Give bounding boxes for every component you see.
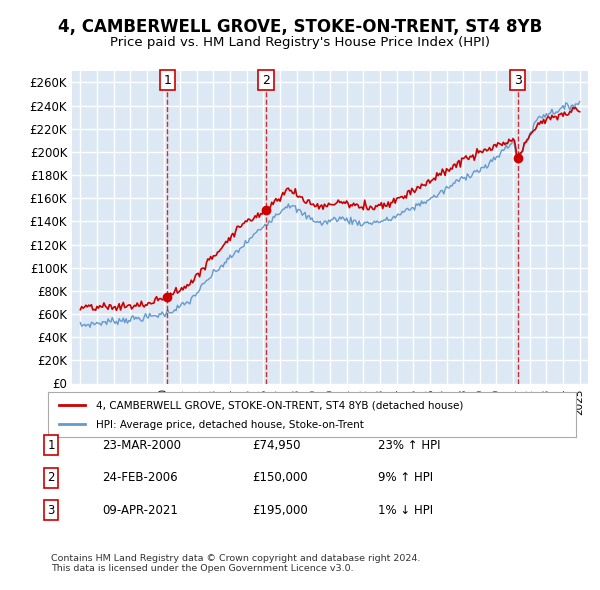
Text: 23-MAR-2000: 23-MAR-2000 bbox=[102, 439, 181, 452]
Text: 4, CAMBERWELL GROVE, STOKE-ON-TRENT, ST4 8YB: 4, CAMBERWELL GROVE, STOKE-ON-TRENT, ST4… bbox=[58, 18, 542, 35]
Text: Contains HM Land Registry data © Crown copyright and database right 2024.
This d: Contains HM Land Registry data © Crown c… bbox=[51, 554, 421, 573]
Text: £195,000: £195,000 bbox=[252, 504, 308, 517]
Text: 1% ↓ HPI: 1% ↓ HPI bbox=[378, 504, 433, 517]
Text: HPI: Average price, detached house, Stoke-on-Trent: HPI: Average price, detached house, Stok… bbox=[95, 420, 364, 430]
Text: 3: 3 bbox=[514, 74, 521, 87]
Text: 2: 2 bbox=[47, 471, 55, 484]
Text: 3: 3 bbox=[47, 504, 55, 517]
Text: Price paid vs. HM Land Registry's House Price Index (HPI): Price paid vs. HM Land Registry's House … bbox=[110, 36, 490, 49]
Text: 1: 1 bbox=[163, 74, 172, 87]
Text: 24-FEB-2006: 24-FEB-2006 bbox=[102, 471, 178, 484]
Text: 4, CAMBERWELL GROVE, STOKE-ON-TRENT, ST4 8YB (detached house): 4, CAMBERWELL GROVE, STOKE-ON-TRENT, ST4… bbox=[95, 401, 463, 411]
Text: 2: 2 bbox=[262, 74, 270, 87]
Text: 09-APR-2021: 09-APR-2021 bbox=[102, 504, 178, 517]
Text: 1: 1 bbox=[47, 439, 55, 452]
Text: 9% ↑ HPI: 9% ↑ HPI bbox=[378, 471, 433, 484]
Text: 23% ↑ HPI: 23% ↑ HPI bbox=[378, 439, 440, 452]
Text: £74,950: £74,950 bbox=[252, 439, 301, 452]
Text: £150,000: £150,000 bbox=[252, 471, 308, 484]
